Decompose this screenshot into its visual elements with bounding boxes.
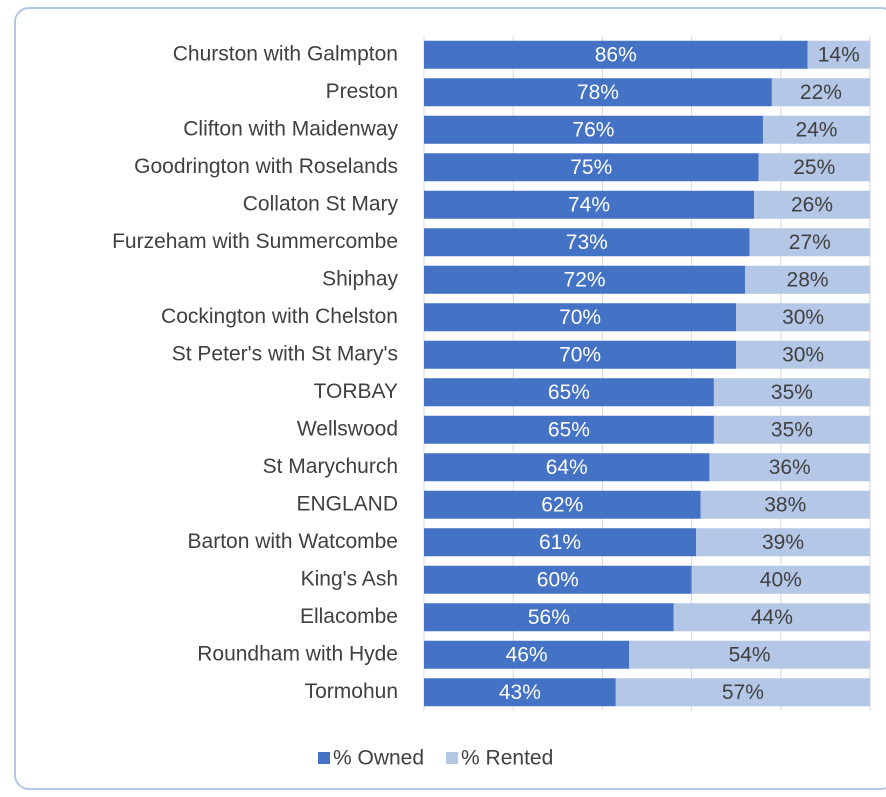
y-tick-label: Cockington with Chelston — [161, 305, 398, 328]
bar-segment — [762, 115, 870, 144]
bar-segment — [424, 490, 701, 519]
data-label: 30% — [782, 343, 824, 366]
data-label: 65% — [548, 381, 590, 404]
legend-label: % Rented — [461, 747, 553, 770]
legend-label: % Owned — [333, 747, 424, 770]
legend-swatch — [446, 752, 459, 764]
data-label: 56% — [528, 606, 570, 629]
data-label: 74% — [568, 193, 610, 216]
bar-segment — [629, 640, 870, 669]
data-label: 70% — [559, 343, 601, 366]
y-tick-label: King's Ash — [301, 567, 398, 590]
y-tick-label: St Peter's with St Mary's — [172, 342, 398, 365]
bar-segment — [700, 490, 870, 519]
y-tick-label: Barton with Watcombe — [188, 530, 398, 553]
bar-segment — [424, 453, 710, 482]
data-label: 60% — [537, 568, 579, 591]
data-label: 76% — [572, 118, 614, 141]
bar-segment — [424, 265, 746, 294]
bar-segment — [709, 453, 870, 482]
bar-segment — [754, 190, 870, 219]
bar-segment — [615, 678, 870, 707]
data-label: 35% — [771, 381, 813, 404]
y-tick-label: TORBAY — [314, 380, 398, 403]
data-label: 40% — [760, 568, 802, 591]
data-label: 36% — [769, 456, 811, 479]
bar-segment — [424, 228, 750, 257]
y-tick-label: Roundham with Hyde — [197, 642, 398, 665]
data-label: 64% — [546, 456, 588, 479]
bar-segment — [736, 303, 870, 332]
bar-segment — [807, 40, 870, 69]
y-tick-label: Collaton St Mary — [243, 192, 399, 215]
data-label: 57% — [722, 681, 764, 704]
bar-segment — [736, 340, 870, 369]
y-tick-label: Clifton with Maidenway — [183, 117, 398, 140]
y-tick-label: Tormohun — [305, 680, 398, 703]
bar-segment — [424, 678, 616, 707]
bar-segment — [424, 378, 714, 407]
bar-segment — [713, 378, 870, 407]
data-label: 44% — [751, 606, 793, 629]
legend-swatch — [318, 752, 330, 764]
data-label: 46% — [506, 643, 548, 666]
bar-segment — [424, 565, 692, 594]
bar-segment — [696, 528, 870, 557]
bar-segment — [745, 265, 870, 294]
y-tick-label: Furzeham with Summercombe — [112, 230, 398, 253]
bar-segment — [424, 603, 674, 632]
data-label: 28% — [787, 268, 829, 291]
bar-segment — [424, 340, 737, 369]
y-tick-label: Goodrington with Roselands — [134, 155, 398, 178]
data-label: 43% — [499, 681, 541, 704]
data-label: 78% — [577, 81, 619, 104]
data-label: 61% — [539, 531, 581, 554]
data-label: 22% — [800, 81, 842, 104]
bar-segment — [424, 640, 630, 669]
y-tick-label: Wellswood — [297, 417, 398, 440]
data-label: 14% — [818, 43, 860, 66]
bar-segment — [424, 190, 755, 219]
y-tick-label: Churston with Galmpton — [173, 42, 398, 65]
bar-segment — [424, 415, 714, 444]
data-label: 38% — [764, 493, 806, 516]
y-tick-label: St Marychurch — [263, 455, 398, 478]
data-label: 72% — [564, 268, 606, 291]
data-label: 86% — [595, 43, 637, 66]
bar-segment — [749, 228, 870, 257]
bar-segment — [424, 78, 772, 107]
data-label: 70% — [559, 306, 601, 329]
bar-segment — [771, 78, 870, 107]
data-label: 24% — [795, 118, 837, 141]
data-label: 27% — [789, 231, 831, 254]
y-tick-label: Preston — [326, 80, 398, 103]
bar-segment — [713, 415, 870, 444]
data-label: 26% — [791, 193, 833, 216]
bar-segment — [424, 115, 763, 144]
y-tick-label: ENGLAND — [296, 492, 398, 515]
y-tick-label: Shiphay — [322, 267, 398, 290]
data-label: 73% — [566, 231, 608, 254]
data-label: 54% — [729, 643, 771, 666]
bar-segment — [673, 603, 870, 632]
bar-segment — [691, 565, 870, 594]
data-label: 30% — [782, 306, 824, 329]
bar-segment — [424, 153, 759, 182]
data-label: 39% — [762, 531, 804, 554]
bar-segment — [424, 40, 808, 69]
data-label: 35% — [771, 418, 813, 441]
bar-segment — [758, 153, 870, 182]
data-label: 75% — [570, 156, 612, 179]
bar-segment — [424, 303, 737, 332]
bar-segment — [424, 528, 697, 557]
y-tick-label: Ellacombe — [300, 605, 398, 628]
data-label: 65% — [548, 418, 590, 441]
data-label: 25% — [793, 156, 835, 179]
data-label: 62% — [541, 493, 583, 516]
